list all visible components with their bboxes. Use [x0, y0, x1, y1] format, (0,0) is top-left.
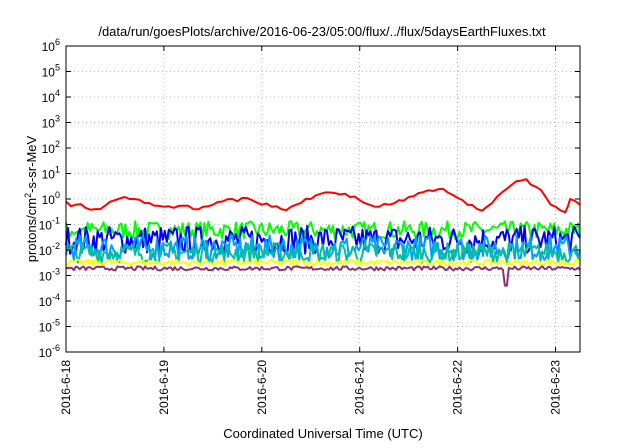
y-label-superscript: 2 — [23, 193, 33, 198]
y-label-main: protons/cm — [24, 198, 39, 262]
series-line-4 — [65, 241, 581, 264]
y-tick-label: 10-3 — [39, 267, 60, 284]
x-axis-ticks: 2016-6-18 2016-6-19 2016-6-20 2016-6-21 2016… — [59, 46, 563, 415]
x-axis-label: Coordinated Universal Time (UTC) — [223, 426, 422, 441]
x-tick-label: 2016-6-19 — [157, 360, 171, 415]
y-tick-label: 106 — [42, 37, 60, 54]
y-tick-label: 10-6 — [39, 343, 60, 360]
series-line-0 — [65, 178, 581, 214]
y-tick-label: 102 — [42, 139, 60, 156]
y-tick-label: 10-5 — [39, 318, 60, 335]
series-line-6 — [65, 265, 581, 287]
y-tick-label: 100 — [42, 190, 60, 207]
y-tick-label: 10-1 — [39, 216, 60, 233]
series-line-5 — [65, 258, 581, 267]
grid — [66, 46, 580, 352]
y-tick-label: 101 — [42, 165, 60, 182]
y-axis-ticks: 10-6 10-5 10-4 10-3 10-2 10-1 100 101 102 103 104 1… — [39, 37, 580, 360]
series-line-1 — [65, 220, 581, 241]
y-tick-label: 10-2 — [39, 241, 60, 258]
y-tick-label: 103 — [42, 114, 60, 131]
y-tick-label: 10-4 — [39, 292, 60, 309]
plot-area — [65, 178, 581, 287]
y-tick-label: 105 — [42, 63, 60, 80]
y-label-rest: -s-sr-MeV — [24, 135, 39, 192]
chart-title: /data/run/goesPlots/archive/2016-06-23/0… — [98, 24, 546, 39]
x-tick-label: 2016-6-23 — [549, 360, 563, 415]
y-axis-label: protons/cm2-s-sr-MeV — [23, 135, 39, 262]
x-tick-label: 2016-6-20 — [255, 360, 269, 415]
series-line-3 — [65, 234, 581, 262]
x-tick-label: 2016-6-22 — [451, 360, 465, 415]
y-tick-label: 104 — [42, 88, 60, 105]
x-tick-label: 2016-6-21 — [353, 360, 367, 415]
x-tick-label: 2016-6-18 — [59, 360, 73, 415]
